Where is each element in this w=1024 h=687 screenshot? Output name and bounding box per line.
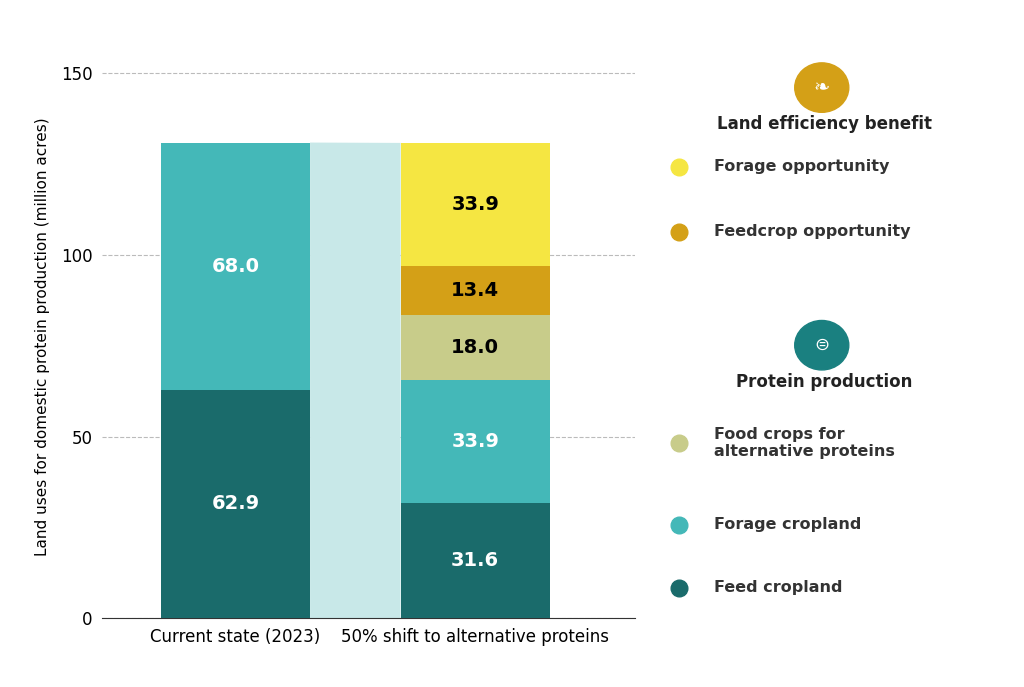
Bar <box>161 142 310 390</box>
Text: 33.9: 33.9 <box>452 432 499 451</box>
Text: 68.0: 68.0 <box>212 257 259 275</box>
Bar <box>400 380 550 504</box>
Text: Forage cropland: Forage cropland <box>714 517 861 532</box>
Text: ❧: ❧ <box>814 78 829 97</box>
Polygon shape <box>310 142 400 618</box>
Text: Land efficiency benefit: Land efficiency benefit <box>717 115 932 133</box>
Circle shape <box>795 63 849 112</box>
Bar <box>400 143 550 266</box>
Bar <box>400 315 550 380</box>
Text: 18.0: 18.0 <box>452 338 499 357</box>
Y-axis label: Land uses for domestic protein production (million acres): Land uses for domestic protein productio… <box>35 117 50 556</box>
Text: Forage opportunity: Forage opportunity <box>714 159 889 174</box>
Text: 33.9: 33.9 <box>452 195 499 214</box>
Bar <box>400 504 550 618</box>
Text: 13.4: 13.4 <box>452 281 499 300</box>
Text: 62.9: 62.9 <box>212 495 259 513</box>
Bar <box>400 266 550 315</box>
Text: Feed cropland: Feed cropland <box>714 581 843 596</box>
Text: 31.6: 31.6 <box>452 552 499 570</box>
Text: Food crops for
alternative proteins: Food crops for alternative proteins <box>714 427 895 460</box>
Text: Protein production: Protein production <box>736 373 912 391</box>
Bar <box>161 390 310 618</box>
Text: Feedcrop opportunity: Feedcrop opportunity <box>714 224 910 239</box>
Circle shape <box>795 320 849 370</box>
Text: ⊜: ⊜ <box>814 336 829 354</box>
